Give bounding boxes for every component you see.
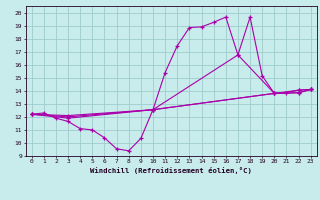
X-axis label: Windchill (Refroidissement éolien,°C): Windchill (Refroidissement éolien,°C)	[90, 167, 252, 174]
